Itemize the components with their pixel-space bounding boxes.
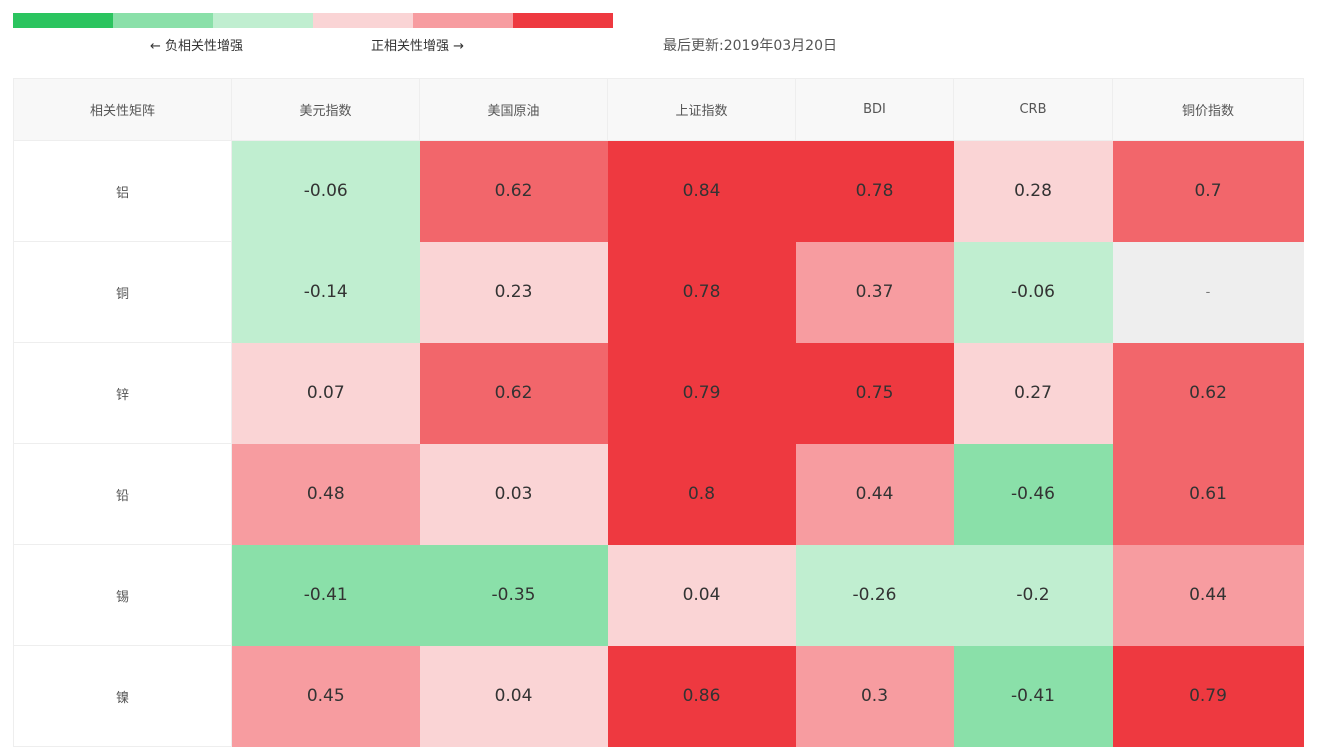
correlation-matrix-table: 相关性矩阵 美元指数 美国原油 上证指数 BDI CRB 铜价指数 铝 -0.0…: [13, 78, 1304, 747]
correlation-cell: -: [1112, 241, 1304, 343]
row-header: 锡: [13, 544, 232, 646]
correlation-cell: -0.26: [795, 544, 954, 646]
column-header: 美元指数: [231, 78, 420, 141]
correlation-cell: 0.62: [419, 342, 608, 444]
row-header: 镍: [13, 645, 232, 747]
table-row: 铅 0.48 0.03 0.8 0.44 -0.46 0.61: [13, 443, 1304, 545]
positive-correlation-label: 正相关性增强 →: [371, 39, 465, 54]
matrix-corner-label: 相关性矩阵: [13, 78, 232, 141]
column-header: BDI: [795, 78, 954, 141]
correlation-cell: -0.14: [231, 241, 420, 343]
correlation-cell: 0.62: [419, 140, 608, 242]
correlation-cell: 0.78: [795, 140, 954, 242]
row-header: 铅: [13, 443, 232, 545]
last-updated-text: 最后更新:2019年03月20日: [663, 38, 837, 54]
scale-segment-strong-negative: [13, 13, 113, 28]
correlation-cell: 0.37: [795, 241, 954, 343]
correlation-cell: 0.8: [607, 443, 796, 545]
correlation-cell: 0.78: [607, 241, 796, 343]
correlation-cell: 0.48: [231, 443, 420, 545]
row-header: 铜: [13, 241, 232, 343]
table-row: 锡 -0.41 -0.35 0.04 -0.26 -0.2 0.44: [13, 544, 1304, 646]
correlation-cell: 0.23: [419, 241, 608, 343]
correlation-cell: 0.03: [419, 443, 608, 545]
column-header: CRB: [953, 78, 1113, 141]
correlation-cell: 0.62: [1112, 342, 1304, 444]
correlation-cell: -0.41: [231, 544, 420, 646]
correlation-cell: 0.61: [1112, 443, 1304, 545]
correlation-cell: -0.35: [419, 544, 608, 646]
scale-segment-weak-positive: [313, 13, 413, 28]
scale-segment-weak-negative: [213, 13, 313, 28]
column-header: 上证指数: [607, 78, 796, 141]
negative-correlation-label: ← 负相关性增强: [150, 39, 244, 54]
correlation-cell: -0.2: [953, 544, 1113, 646]
correlation-cell: 0.86: [607, 645, 796, 747]
correlation-cell: 0.07: [231, 342, 420, 444]
correlation-cell: 0.3: [795, 645, 954, 747]
table-row: 锌 0.07 0.62 0.79 0.75 0.27 0.62: [13, 342, 1304, 444]
scale-segment-strong-positive: [513, 13, 613, 28]
table-row: 铜 -0.14 0.23 0.78 0.37 -0.06 -: [13, 241, 1304, 343]
scale-segment-medium-positive: [413, 13, 513, 28]
table-row: 镍 0.45 0.04 0.86 0.3 -0.41 0.79: [13, 645, 1304, 747]
correlation-cell: 0.79: [1112, 645, 1304, 747]
row-header: 锌: [13, 342, 232, 444]
correlation-cell: 0.44: [1112, 544, 1304, 646]
correlation-color-scale: [13, 13, 613, 28]
correlation-cell: 0.7: [1112, 140, 1304, 242]
correlation-cell: 0.04: [419, 645, 608, 747]
correlation-cell: -0.46: [953, 443, 1113, 545]
correlation-cell: -0.06: [231, 140, 420, 242]
correlation-cell: 0.28: [953, 140, 1113, 242]
column-header: 铜价指数: [1112, 78, 1304, 141]
header-row: 相关性矩阵 美元指数 美国原油 上证指数 BDI CRB 铜价指数: [13, 78, 1304, 141]
correlation-cell: 0.75: [795, 342, 954, 444]
correlation-cell: 0.45: [231, 645, 420, 747]
column-header: 美国原油: [419, 78, 608, 141]
correlation-cell: -0.41: [953, 645, 1113, 747]
correlation-cell: 0.44: [795, 443, 954, 545]
correlation-cell: 0.27: [953, 342, 1113, 444]
correlation-cell: 0.84: [607, 140, 796, 242]
correlation-cell: -0.06: [953, 241, 1113, 343]
scale-segment-medium-negative: [113, 13, 213, 28]
correlation-cell: 0.04: [607, 544, 796, 646]
row-header: 铝: [13, 140, 232, 242]
table-row: 铝 -0.06 0.62 0.84 0.78 0.28 0.7: [13, 140, 1304, 242]
correlation-cell: 0.79: [607, 342, 796, 444]
